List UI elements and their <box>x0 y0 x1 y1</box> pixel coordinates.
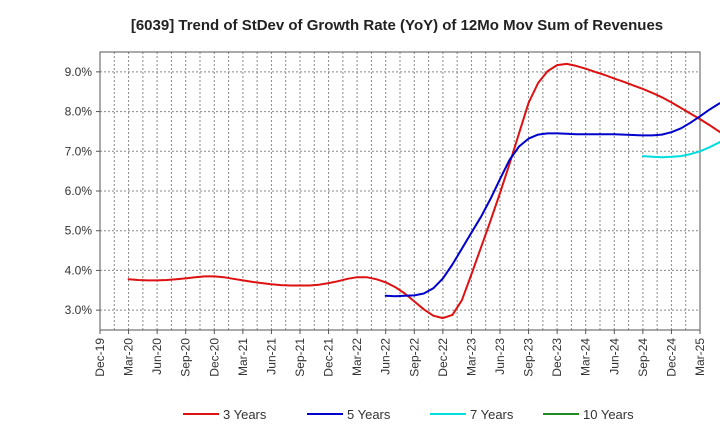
legend-label: 3 Years <box>223 407 267 422</box>
series-layer <box>127 62 720 320</box>
x-tick-label: Dec-24 <box>664 338 678 377</box>
y-tick-label: 3.0% <box>65 303 93 317</box>
chart-title: [6039] Trend of StDev of Growth Rate (Yo… <box>131 17 663 34</box>
x-tick-label: Sep-22 <box>407 338 421 377</box>
x-tick-label: Jun-22 <box>379 338 393 375</box>
x-tick-label: Jun-21 <box>264 338 278 375</box>
x-tick-label: Mar-25 <box>693 338 707 376</box>
x-tick-label: Sep-24 <box>636 338 650 377</box>
series-line-5-years <box>384 102 720 298</box>
y-tick-label: 6.0% <box>65 184 93 198</box>
x-tick-label: Mar-24 <box>579 338 593 376</box>
x-tick-label: Sep-21 <box>293 338 307 377</box>
legend: 3 Years 5 Years 7 Years 10 Years <box>183 407 634 422</box>
x-tick-label: Dec-19 <box>93 338 107 377</box>
x-tick-label: Dec-22 <box>436 338 450 377</box>
x-tick-label: Dec-21 <box>322 338 336 377</box>
x-tick-label: Sep-20 <box>179 338 193 377</box>
x-tick-label: Sep-23 <box>522 338 536 377</box>
x-tick-label: Mar-20 <box>122 338 136 376</box>
x-axis: Dec-19 Mar-20 Jun-20 Sep-20 Dec-20 Mar-21 Jun-… <box>93 330 707 377</box>
legend-label: 5 Years <box>347 407 391 422</box>
x-tick-label: Mar-23 <box>464 338 478 376</box>
x-tick-label: Jun-24 <box>607 338 621 375</box>
series-line-3-years <box>127 62 720 320</box>
y-tick-label: 7.0% <box>65 144 93 158</box>
x-tick-label: Dec-20 <box>207 338 221 377</box>
y-tick-label: 4.0% <box>65 263 93 277</box>
x-tick-label: Mar-21 <box>236 338 250 376</box>
x-tick-label: Dec-23 <box>550 338 564 377</box>
y-tick-label: 5.0% <box>65 224 93 238</box>
y-axis: 3.0% 4.0% 5.0% 6.0% 7.0% 8.0% 9.0% <box>65 65 100 317</box>
series-line-7-years <box>641 140 720 159</box>
y-tick-label: 9.0% <box>65 65 93 79</box>
grid-layer <box>99 52 701 330</box>
x-tick-label: Jun-20 <box>150 338 164 375</box>
x-tick-label: Jun-23 <box>493 338 507 375</box>
legend-label: 10 Years <box>583 407 634 422</box>
y-tick-label: 8.0% <box>65 105 93 119</box>
legend-label: 7 Years <box>470 407 514 422</box>
x-tick-label: Mar-22 <box>350 338 364 376</box>
